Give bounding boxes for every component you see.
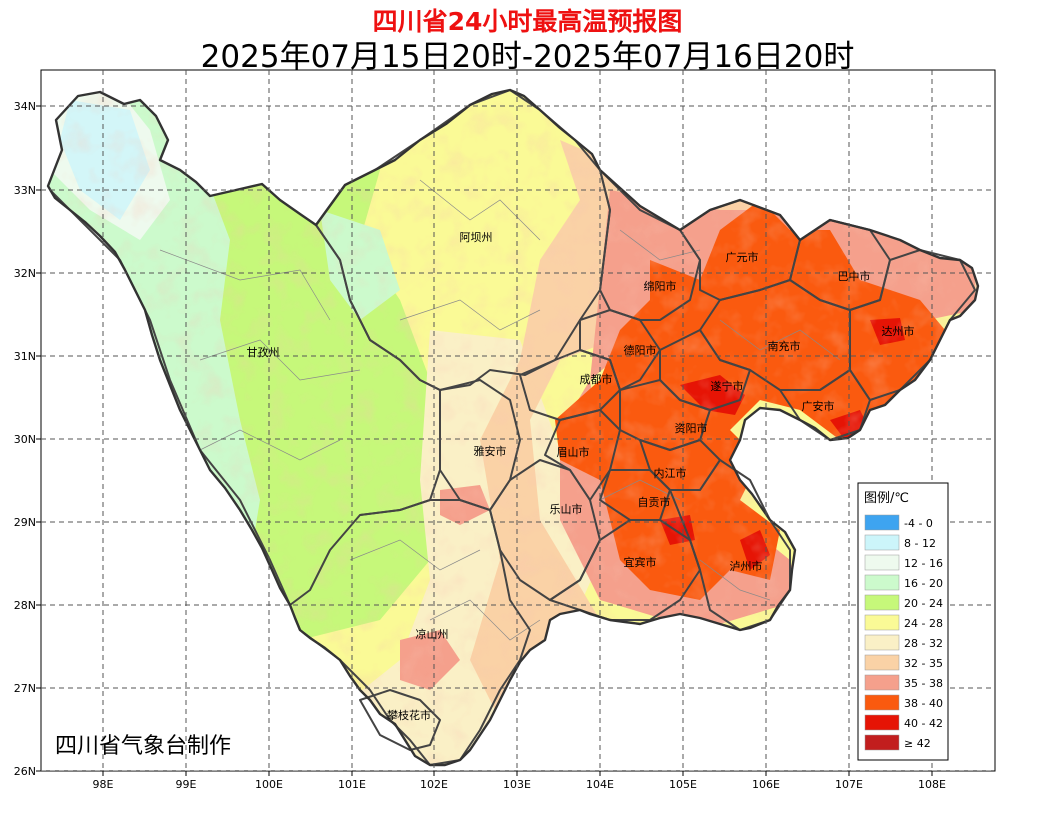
legend-item-label: 35 - 38 <box>904 677 943 690</box>
legend-item-label: 8 - 12 <box>904 537 936 550</box>
legend-swatch <box>864 594 900 611</box>
region-label: 泸州市 <box>730 559 763 573</box>
legend: 图例/℃ -4 - 0 8 - 12 12 - 16 16 - 20 20 - 24 24… <box>857 482 949 761</box>
lon-tick-label: 100E <box>255 778 283 791</box>
region-label: 阿坝州 <box>460 230 493 244</box>
map-title: 四川省24小时最高温预报图 <box>372 7 683 36</box>
legend-title: 图例/℃ <box>864 491 909 506</box>
legend-swatch <box>864 694 900 711</box>
graticule <box>41 70 995 771</box>
legend-swatch <box>864 514 900 531</box>
region-label: 内江市 <box>654 466 687 480</box>
legend-swatch <box>864 654 900 671</box>
legend-item-label: 20 - 24 <box>904 597 943 610</box>
region-label: 资阳市 <box>675 421 708 435</box>
legend-item-label: ≥ 42 <box>904 737 931 750</box>
map-subtitle: 2025年07月15日20时-2025年07月16日20时 <box>200 39 855 75</box>
region-label: 达州市 <box>882 324 915 338</box>
legend-swatch <box>864 674 900 691</box>
lon-axis: 98E 99E 100E 101E 102E 103E 104E 105E 106E 107E 10… <box>93 771 946 791</box>
legend-item-label: 24 - 28 <box>904 617 943 630</box>
region-label: 绵阳市 <box>644 279 677 293</box>
region-label: 雅安市 <box>474 444 507 458</box>
legend-swatch <box>864 534 900 551</box>
lon-tick-label: 105E <box>669 778 697 791</box>
lon-tick-label: 104E <box>586 778 614 791</box>
legend-swatch <box>864 614 900 631</box>
region-label: 眉山市 <box>557 445 590 459</box>
region-label: 遂宁市 <box>711 379 744 393</box>
lon-tick-label: 106E <box>752 778 780 791</box>
legend-swatch <box>864 574 900 591</box>
lon-tick-label: 101E <box>338 778 366 791</box>
legend-swatch <box>864 714 900 731</box>
legend-item-label: 12 - 16 <box>904 557 943 570</box>
region-label: 自贡市 <box>638 495 671 509</box>
legend-swatch <box>864 734 900 751</box>
lat-tick-label: 28N <box>14 599 36 612</box>
region-label: 宜宾市 <box>624 555 657 569</box>
lon-tick-label: 98E <box>93 778 114 791</box>
lat-tick-label: 32N <box>14 267 36 280</box>
lat-tick-label: 33N <box>14 184 36 197</box>
legend-item-label: 40 - 42 <box>904 717 943 730</box>
region-label: 广安市 <box>802 399 835 413</box>
legend-item-label: 16 - 20 <box>904 577 943 590</box>
province-outline <box>46 88 980 767</box>
lon-tick-label: 108E <box>918 778 946 791</box>
region-label: 甘孜州 <box>247 345 280 359</box>
region-label: 广元市 <box>726 250 759 264</box>
credit-text: 四川省气象台制作 <box>55 734 231 759</box>
lon-tick-label: 102E <box>420 778 448 791</box>
county-boundaries <box>159 179 841 641</box>
legend-item-label: 38 - 40 <box>904 697 943 710</box>
lat-tick-label: 29N <box>14 516 36 529</box>
lat-tick-label: 26N <box>14 765 36 778</box>
lat-tick-label: 30N <box>14 433 36 446</box>
region-label: 凉山州 <box>416 627 449 641</box>
legend-item-label: 32 - 35 <box>904 657 943 670</box>
region-label: 成都市 <box>580 372 613 386</box>
lat-tick-label: 31N <box>14 350 36 363</box>
lon-tick-label: 103E <box>503 778 531 791</box>
lat-tick-label: 34N <box>14 100 36 113</box>
legend-item-label: 28 - 32 <box>904 637 943 650</box>
legend-swatch <box>864 634 900 651</box>
lon-tick-label: 107E <box>835 778 863 791</box>
region-label: 攀枝花市 <box>387 708 431 722</box>
lat-axis: 34N 33N 32N 31N 30N 29N 28N 27N 26N <box>14 100 41 778</box>
region-label: 巴中市 <box>838 269 871 283</box>
lon-tick-label: 99E <box>176 778 197 791</box>
lat-tick-label: 27N <box>14 682 36 695</box>
region-label: 南充市 <box>768 339 801 353</box>
region-label: 乐山市 <box>550 502 583 516</box>
legend-swatch <box>864 554 900 571</box>
region-label: 德阳市 <box>624 343 657 357</box>
legend-item-label: -4 - 0 <box>904 517 933 530</box>
